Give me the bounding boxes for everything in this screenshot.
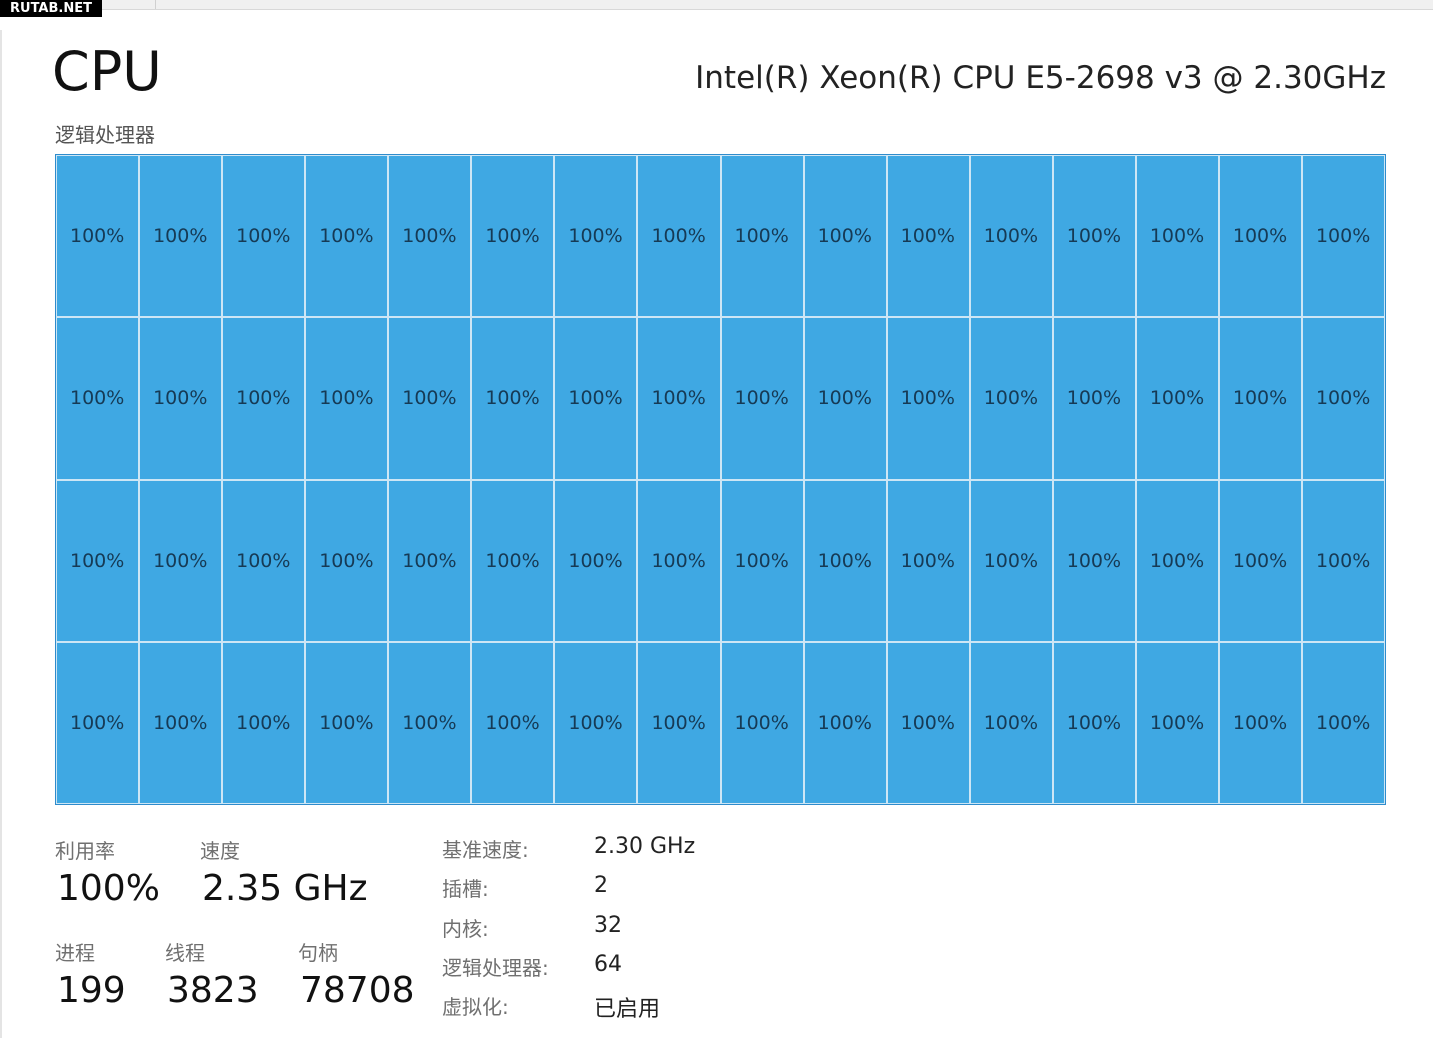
detail-label: 基准速度: — [442, 838, 529, 862]
cpu-core-cell: 100% — [388, 641, 472, 804]
cpu-core-cell: 100% — [222, 155, 306, 318]
cpu-core-cell: 100% — [305, 641, 389, 804]
cpu-core-cell: 100% — [1135, 317, 1219, 480]
cpu-core-cell: 100% — [1052, 479, 1136, 642]
cpu-core-cell: 100% — [803, 641, 887, 804]
cpu-core-cell: 100% — [222, 641, 306, 804]
cpu-core-cell: 100% — [471, 479, 555, 642]
cpu-core-cell: 100% — [637, 479, 721, 642]
cpu-core-cell: 100% — [886, 479, 970, 642]
detail-label: 内核: — [442, 916, 489, 941]
cpu-core-cell: 100% — [139, 155, 223, 318]
cpu-core-cell: 100% — [1218, 641, 1302, 804]
detail-label: 逻辑处理器: — [442, 955, 549, 980]
cpu-core-cell: 100% — [720, 155, 804, 318]
processor-name: Intel(R) Xeon(R) CPU E5-2698 v3 @ 2.30GH… — [695, 60, 1386, 96]
cpu-core-cell: 100% — [1301, 155, 1385, 318]
cpu-core-cell: 100% — [388, 155, 472, 318]
cpu-core-cell: 100% — [471, 641, 555, 804]
cpu-core-cell: 100% — [222, 479, 306, 642]
cpu-core-cell: 100% — [1301, 479, 1385, 642]
watermark: RUTAB.NET — [0, 0, 102, 17]
cpu-core-cell: 100% — [1301, 317, 1385, 480]
cpu-core-cell: 100% — [305, 479, 389, 642]
stat-value: 199 — [57, 970, 126, 1011]
cpu-core-cell: 100% — [554, 641, 638, 804]
cpu-core-cell: 100% — [471, 317, 555, 480]
cpu-core-cell: 100% — [1052, 317, 1136, 480]
cpu-core-cell: 100% — [1218, 155, 1302, 318]
cpu-core-cell: 100% — [969, 155, 1053, 318]
cpu-core-cell: 100% — [305, 317, 389, 480]
detail-value: 2 — [594, 873, 608, 899]
cpu-core-cell: 100% — [1135, 479, 1219, 642]
cpu-core-cell: 100% — [720, 641, 804, 804]
cpu-core-cell: 100% — [886, 155, 970, 318]
title: CPU — [52, 40, 162, 103]
cpu-core-cell: 100% — [1052, 155, 1136, 318]
cpu-grid: 100% 100% 100% 100% 100% 100% 100% 100% 100% 100%… — [55, 154, 1386, 805]
cpu-core-cell: 100% — [969, 641, 1053, 804]
cpu-core-cell: 100% — [56, 641, 140, 804]
stat-value: 2.35 GHz — [202, 868, 368, 909]
stat-value: 78708 — [300, 970, 415, 1011]
tab-strip — [0, 0, 1433, 10]
cpu-core-cell: 100% — [969, 317, 1053, 480]
cpu-core-cell: 100% — [139, 479, 223, 642]
detail-label: 插槽: — [442, 877, 489, 902]
detail-label: 虚拟化: — [442, 995, 509, 1020]
detail-value: 2.30 GHz — [594, 834, 696, 859]
stat-label: 利用率 — [55, 839, 115, 863]
cpu-core-cell: 100% — [720, 317, 804, 480]
cpu-core-cell: 100% — [1135, 641, 1219, 804]
stat-label: 线程 — [165, 941, 205, 965]
cpu-core-cell: 100% — [637, 641, 721, 804]
cpu-core-cell: 100% — [803, 479, 887, 642]
cpu-core-cell: 100% — [139, 317, 223, 480]
cpu-core-cell: 100% — [471, 155, 555, 318]
detail-value: 64 — [594, 951, 622, 977]
detail-value: 已启用 — [594, 997, 661, 1023]
cpu-core-cell: 100% — [803, 155, 887, 318]
cpu-core-cell: 100% — [1052, 641, 1136, 804]
cpu-core-cell: 100% — [305, 155, 389, 318]
cpu-core-cell: 100% — [554, 155, 638, 318]
cpu-core-cell: 100% — [1218, 479, 1302, 642]
cpu-core-cell: 100% — [720, 479, 804, 642]
cpu-core-cell: 100% — [56, 155, 140, 318]
stat-label: 句柄 — [298, 941, 338, 965]
left-edge — [0, 30, 2, 1038]
cpu-core-cell: 100% — [222, 317, 306, 480]
cpu-core-cell: 100% — [637, 155, 721, 318]
cpu-core-cell: 100% — [1218, 317, 1302, 480]
cpu-core-cell: 100% — [637, 317, 721, 480]
cpu-core-cell: 100% — [56, 317, 140, 480]
cpu-core-cell: 100% — [388, 479, 472, 642]
stat-value: 100% — [57, 868, 160, 909]
stat-label: 进程 — [55, 941, 95, 965]
stat-label: 速度 — [200, 839, 240, 863]
cpu-core-cell: 100% — [554, 317, 638, 480]
cpu-core-cell: 100% — [56, 479, 140, 642]
cpu-core-cell: 100% — [886, 641, 970, 804]
detail-value: 32 — [594, 912, 622, 938]
tab[interactable] — [110, 0, 156, 9]
cpu-core-cell: 100% — [388, 317, 472, 480]
subtitle: 逻辑处理器 — [55, 123, 155, 147]
cpu-core-cell: 100% — [139, 641, 223, 804]
cpu-core-cell: 100% — [1135, 155, 1219, 318]
cpu-core-cell: 100% — [554, 479, 638, 642]
cpu-core-cell: 100% — [886, 317, 970, 480]
cpu-core-cell: 100% — [803, 317, 887, 480]
cpu-core-cell: 100% — [1301, 641, 1385, 804]
stat-value: 3823 — [167, 970, 259, 1011]
cpu-core-cell: 100% — [969, 479, 1053, 642]
